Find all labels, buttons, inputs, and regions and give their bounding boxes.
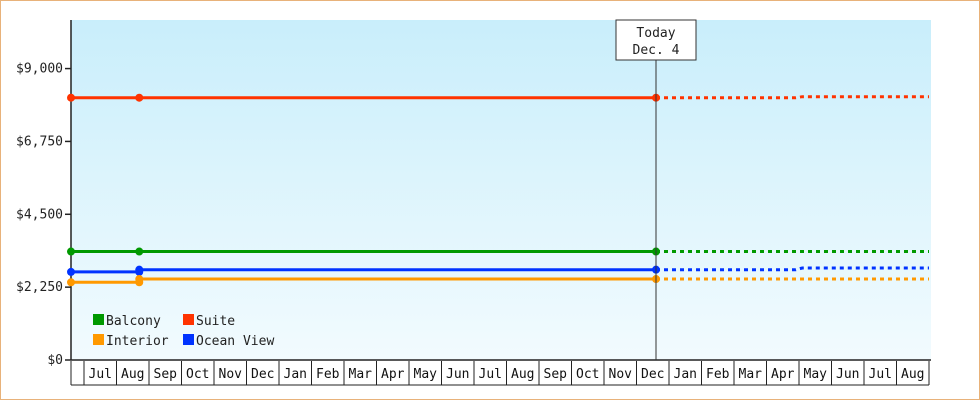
series-forecast-ocean-view (656, 266, 929, 272)
month-label: Apr (381, 367, 405, 382)
month-label: Jan (674, 367, 697, 382)
y-tick-label: $4,500 (16, 207, 63, 222)
plot-area (71, 20, 931, 360)
legend-swatch (93, 314, 104, 325)
legend: Balcony Suite Interior Ocean View (93, 314, 274, 349)
month-label: Aug (511, 367, 534, 382)
legend-swatch (183, 334, 194, 345)
today-marker: Today Dec. 4 (615, 19, 697, 360)
data-point (67, 278, 75, 287)
today-label: Today (636, 26, 675, 41)
y-tick-label: $0 (47, 353, 63, 368)
y-axis: $0 $2,250 $4,500 $6,750 $9,000 (16, 20, 72, 368)
month-label: Apr (771, 367, 795, 382)
month-label: Feb (706, 367, 730, 382)
y-tick-label: $6,750 (16, 134, 63, 149)
legend-label: Ocean View (196, 334, 274, 349)
today-box (615, 19, 697, 61)
month-label: Dec (641, 367, 664, 382)
legend-swatch (183, 314, 194, 325)
month-label: Jun (446, 367, 469, 382)
month-label: Oct (186, 367, 209, 382)
today-date: Dec. 4 (633, 43, 680, 58)
legend-label: Suite (196, 314, 235, 329)
month-label: Nov (219, 367, 243, 382)
data-point (135, 265, 144, 274)
month-label: May (414, 367, 438, 382)
data-point (67, 267, 75, 276)
month-label: Jun (836, 367, 859, 382)
series-forecast-suite (656, 95, 929, 100)
month-label: Mar (739, 367, 763, 382)
month-label: Nov (609, 367, 633, 382)
y-tick-label: $9,000 (16, 62, 63, 77)
series-layer (67, 93, 929, 287)
month-label: Aug (901, 367, 924, 382)
data-point (135, 275, 144, 284)
month-label: Dec (251, 367, 274, 382)
month-label: Jul (89, 367, 112, 382)
legend-label: Balcony (106, 314, 161, 329)
month-label: Mar (349, 367, 373, 382)
data-point (67, 93, 75, 102)
month-label: May (804, 367, 828, 382)
month-label: Aug (121, 367, 144, 382)
legend-label: Interior (106, 334, 169, 349)
legend-swatch (93, 334, 104, 345)
data-point (135, 247, 144, 256)
month-label: Feb (316, 367, 340, 382)
month-label: Jan (284, 367, 307, 382)
y-tick-label: $2,250 (16, 280, 63, 295)
month-label: Sep (154, 367, 178, 382)
data-point (67, 247, 75, 256)
data-point (135, 93, 144, 102)
month-label: Oct (576, 367, 599, 382)
month-label: Jul (869, 367, 892, 382)
month-label: Jul (479, 367, 502, 382)
month-label: Sep (544, 367, 568, 382)
x-axis: Jul Aug Sep Oct Nov Dec Jan Feb Mar Apr May Jun Jul A… (70, 359, 931, 386)
